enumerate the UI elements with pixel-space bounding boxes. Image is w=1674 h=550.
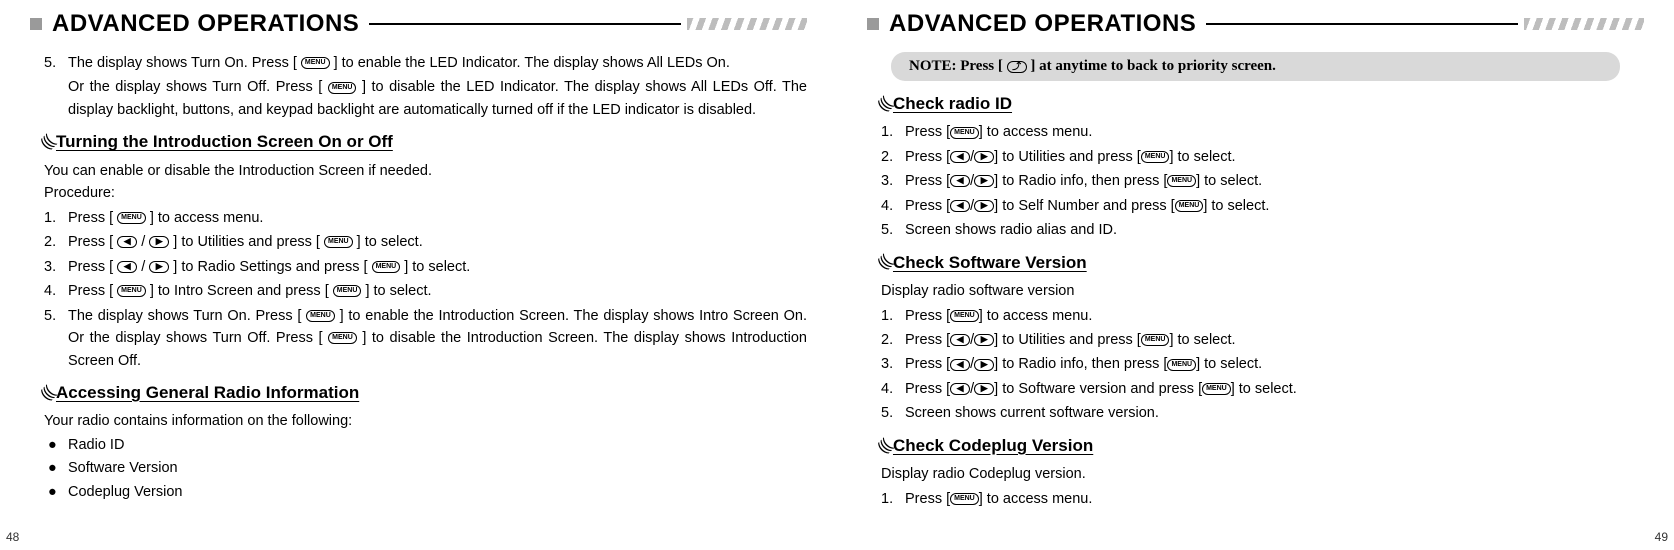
paragraph: Display radio Codeplug version. [881,463,1644,485]
section-title: Turning the Introduction Screen On or Of… [56,129,393,155]
left-key-icon: ◀ [117,261,137,273]
header-title: ADVANCED OPERATIONS [889,10,1196,38]
section-title: Check Software Version [893,250,1087,276]
list-item: 1. Press [ MENU ] to access menu. [44,207,807,229]
list-item: 2. Press [ ◀ / ▶ ] to Utilities and pres… [44,231,807,253]
paragraph: Display radio software version [881,280,1644,302]
list-item: 5.Screen shows current software version. [881,402,1644,424]
note-box: NOTE: Press [ ⤴ ] at anytime to back to … [891,52,1620,81]
page-header: ADVANCED OPERATIONS [30,10,807,38]
section-title: Accessing General Radio Information [56,380,359,406]
menu-key-icon: MENU [117,285,146,297]
left-key-icon: ◀ [950,151,970,163]
list-item: ●Radio ID [48,434,807,456]
right-key-icon: ▶ [974,334,994,346]
right-key-icon: ▶ [974,200,994,212]
section-heading: ))) Check radio ID [881,91,1644,117]
list-item: ●Software Version [48,457,807,479]
left-key-icon: ◀ [950,175,970,187]
list-item: 3. Press [◀/▶] to Radio info, then press… [881,353,1644,375]
section-heading: ))) Accessing General Radio Information [44,380,807,406]
header-rule [1206,23,1518,25]
left-content: 5. The display shows Turn On. Press [ ME… [30,52,807,503]
header-hatch [687,18,807,30]
list-item: 1. Press [MENU] to access menu. [881,121,1644,143]
right-key-icon: ▶ [974,359,994,371]
menu-key-icon: MENU [301,57,330,69]
section-heading: ))) Turning the Introduction Screen On o… [44,129,807,155]
header-hatch [1524,18,1644,30]
list-item: 5. The display shows Turn On. Press [ ME… [44,52,807,74]
page-header: ADVANCED OPERATIONS [867,10,1644,38]
list-item: 5. The display shows Turn On. Press [ ME… [44,305,807,372]
right-content: ))) Check radio ID 1. Press [MENU] to ac… [867,91,1644,510]
menu-key-icon: MENU [1167,175,1196,187]
menu-key-icon: MENU [1141,151,1170,163]
section-title: Check Codeplug Version [893,433,1093,459]
page-left: ADVANCED OPERATIONS 5. The display shows… [0,0,837,550]
list-item: 3. Press [◀/▶] to Radio info, then press… [881,170,1644,192]
left-key-icon: ◀ [950,200,970,212]
left-key-icon: ◀ [117,236,137,248]
note-text: NOTE: Press [ [909,58,1003,74]
step-continuation: Or the display shows Turn Off. Press [ M… [44,76,807,121]
page-right: ADVANCED OPERATIONS NOTE: Press [ ⤴ ] at… [837,0,1674,550]
list-item: 4. Press [◀/▶] to Software version and p… [881,378,1644,400]
left-key-icon: ◀ [950,359,970,371]
section-heading: ))) Check Software Version [881,250,1644,276]
menu-key-icon: MENU [328,332,357,344]
menu-key-icon: MENU [372,261,401,273]
right-key-icon: ▶ [974,151,994,163]
header-rule [369,23,681,25]
right-key-icon: ▶ [149,236,169,248]
right-key-icon: ▶ [974,383,994,395]
left-key-icon: ◀ [950,334,970,346]
menu-key-icon: MENU [950,127,979,139]
list-item: 5.Screen shows radio alias and ID. [881,219,1644,241]
back-key-icon: ⤴ [1007,61,1027,73]
list-item: 1. Press [MENU] to access menu. [881,488,1644,510]
list-item: 2. Press [◀/▶] to Utilities and press [M… [881,329,1644,351]
section-heading: ))) Check Codeplug Version [881,433,1644,459]
menu-key-icon: MENU [328,82,357,94]
list-item: ●Codeplug Version [48,481,807,503]
page-number: 48 [6,530,19,544]
list-item: 4. Press [ MENU ] to Intro Screen and pr… [44,280,807,302]
header-title: ADVANCED OPERATIONS [52,10,359,38]
step-number: 5. [44,52,68,74]
menu-key-icon: MENU [1167,359,1196,371]
menu-key-icon: MENU [117,212,146,224]
menu-key-icon: MENU [306,310,335,322]
left-key-icon: ◀ [950,383,970,395]
list-item: 1. Press [MENU] to access menu. [881,305,1644,327]
menu-key-icon: MENU [950,310,979,322]
right-key-icon: ▶ [149,261,169,273]
paragraph: Your radio contains information on the f… [44,410,807,432]
right-key-icon: ▶ [974,175,994,187]
list-item: 2. Press [◀/▶] to Utilities and press [M… [881,146,1644,168]
paragraph: You can enable or disable the Introducti… [44,160,807,182]
section-title: Check radio ID [893,91,1012,117]
menu-key-icon: MENU [1202,383,1231,395]
header-square [867,18,879,30]
note-text: ] at anytime to back to priority screen. [1030,58,1276,74]
menu-key-icon: MENU [324,236,353,248]
menu-key-icon: MENU [950,493,979,505]
list-item: 3. Press [ ◀ / ▶ ] to Radio Settings and… [44,256,807,278]
list-item: 4. Press [◀/▶] to Self Number and press … [881,195,1644,217]
menu-key-icon: MENU [1141,334,1170,346]
menu-key-icon: MENU [1175,200,1204,212]
menu-key-icon: MENU [333,285,362,297]
paragraph: Procedure: [44,182,807,204]
step-text: The display shows Turn On. Press [ MENU … [68,52,807,74]
header-square [30,18,42,30]
page-number: 49 [1655,530,1668,544]
